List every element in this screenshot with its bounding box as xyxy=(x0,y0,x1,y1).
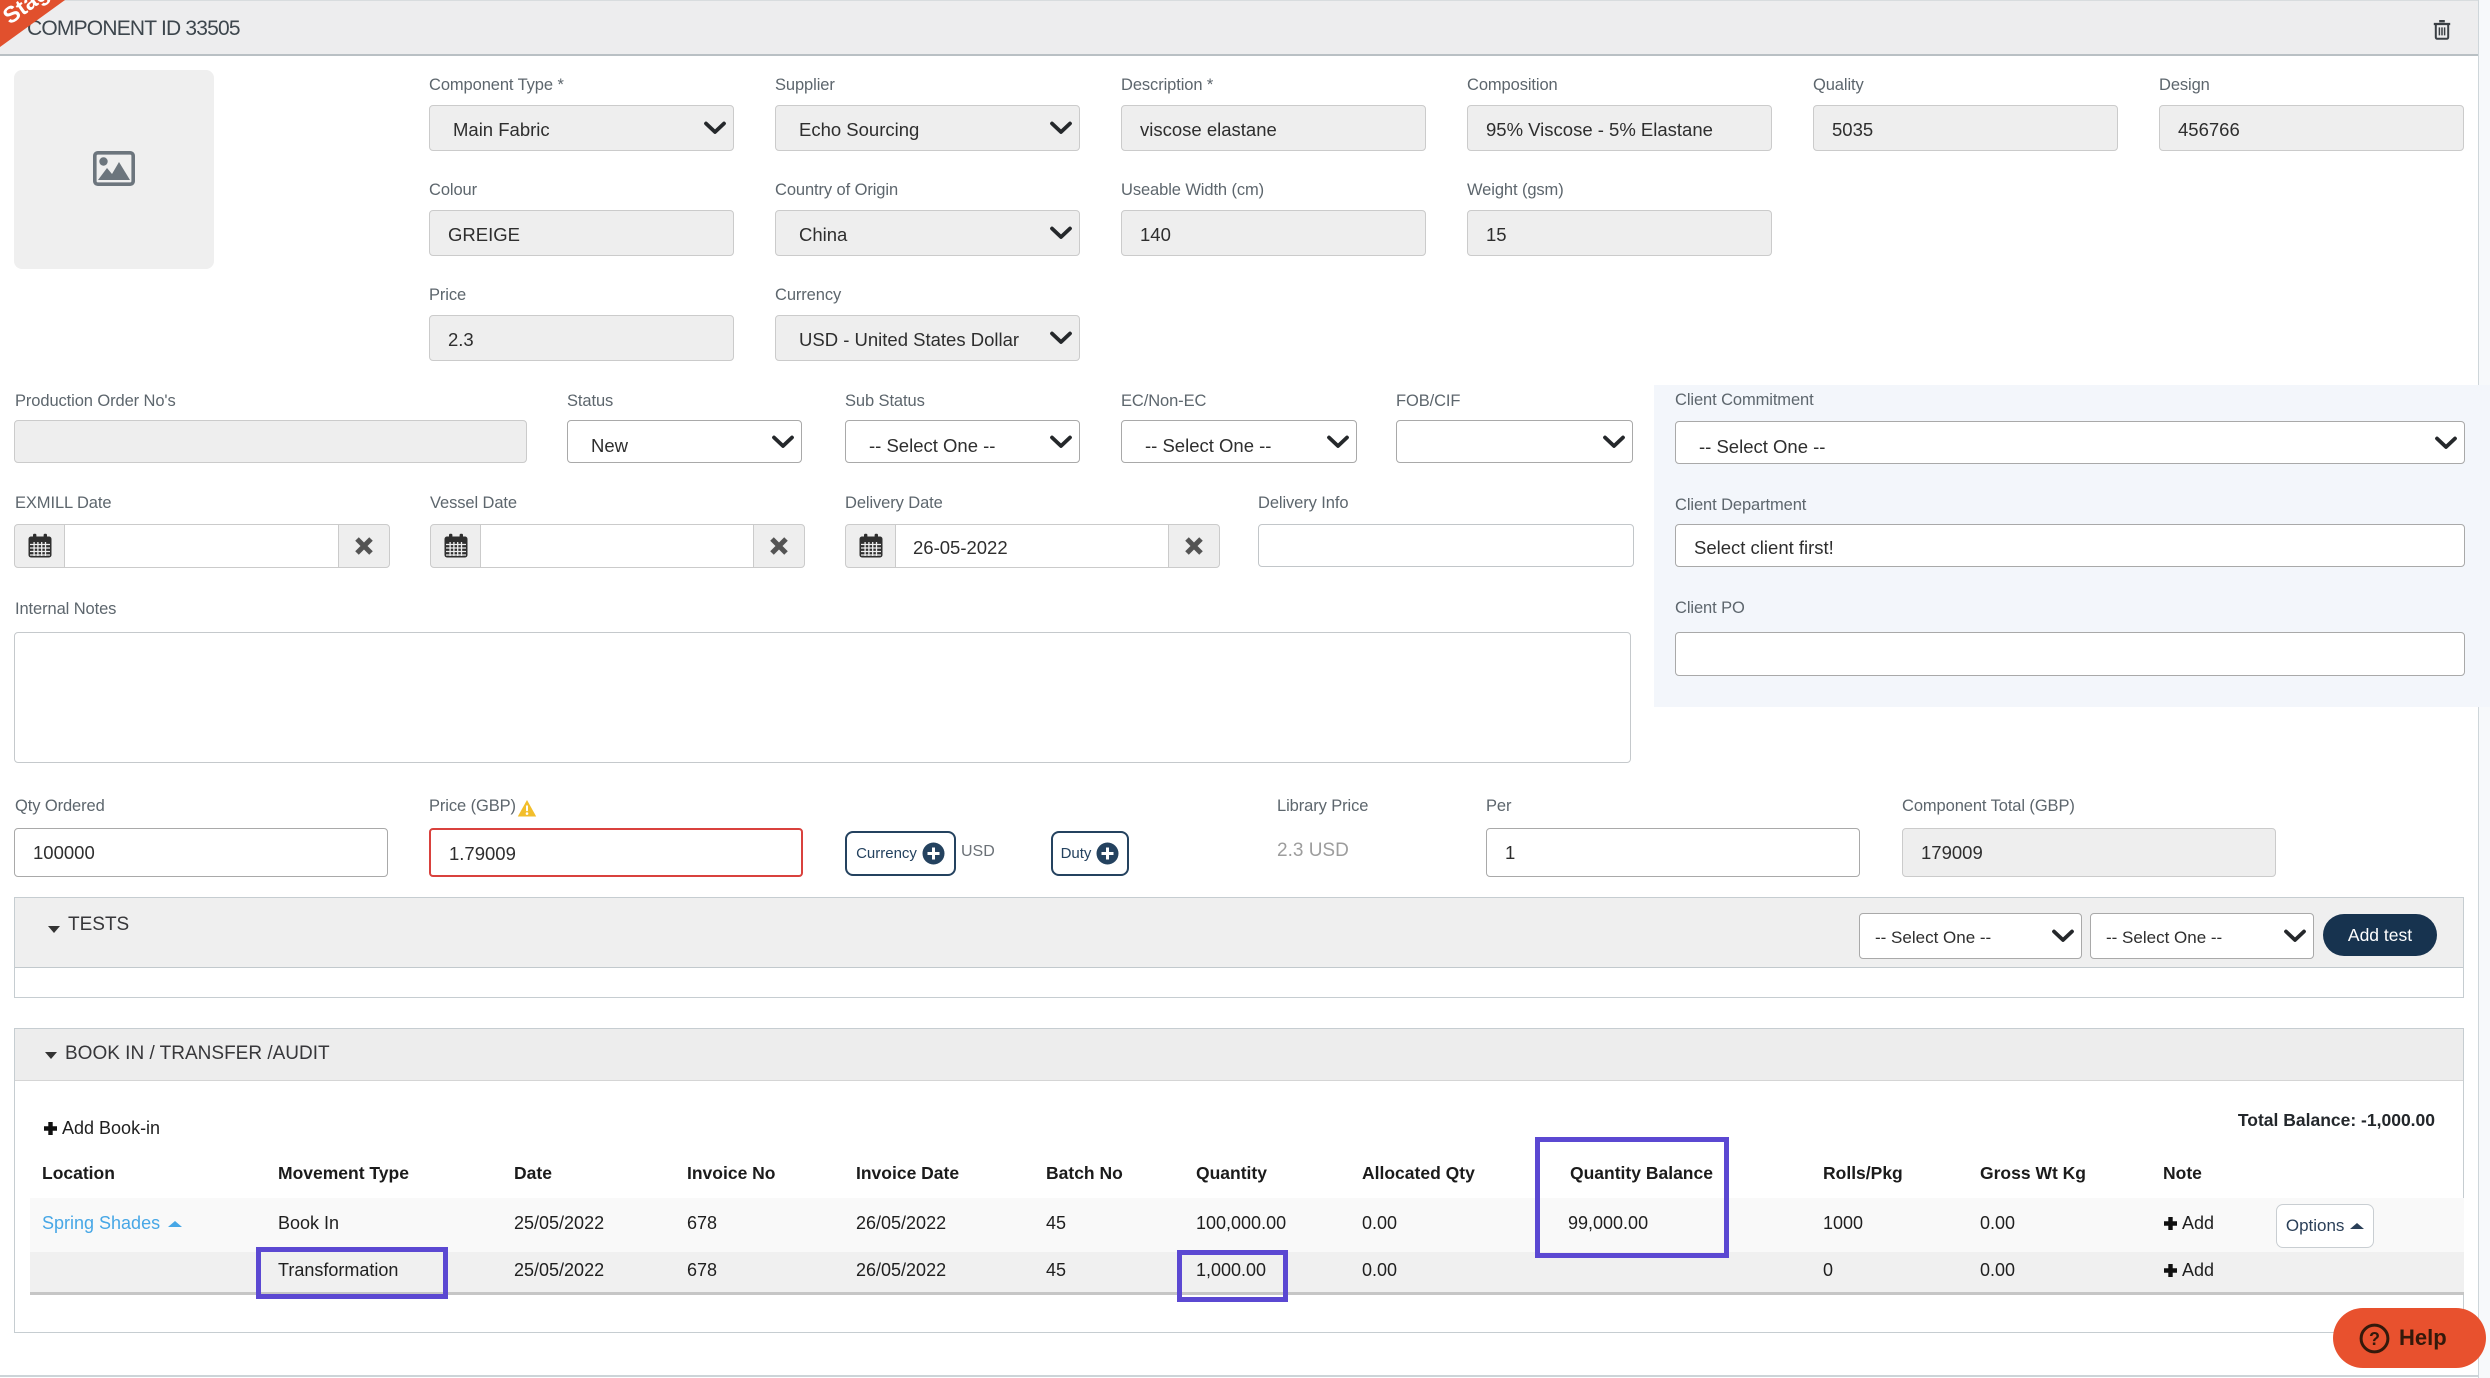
svg-text:?: ? xyxy=(2369,1329,2380,1349)
